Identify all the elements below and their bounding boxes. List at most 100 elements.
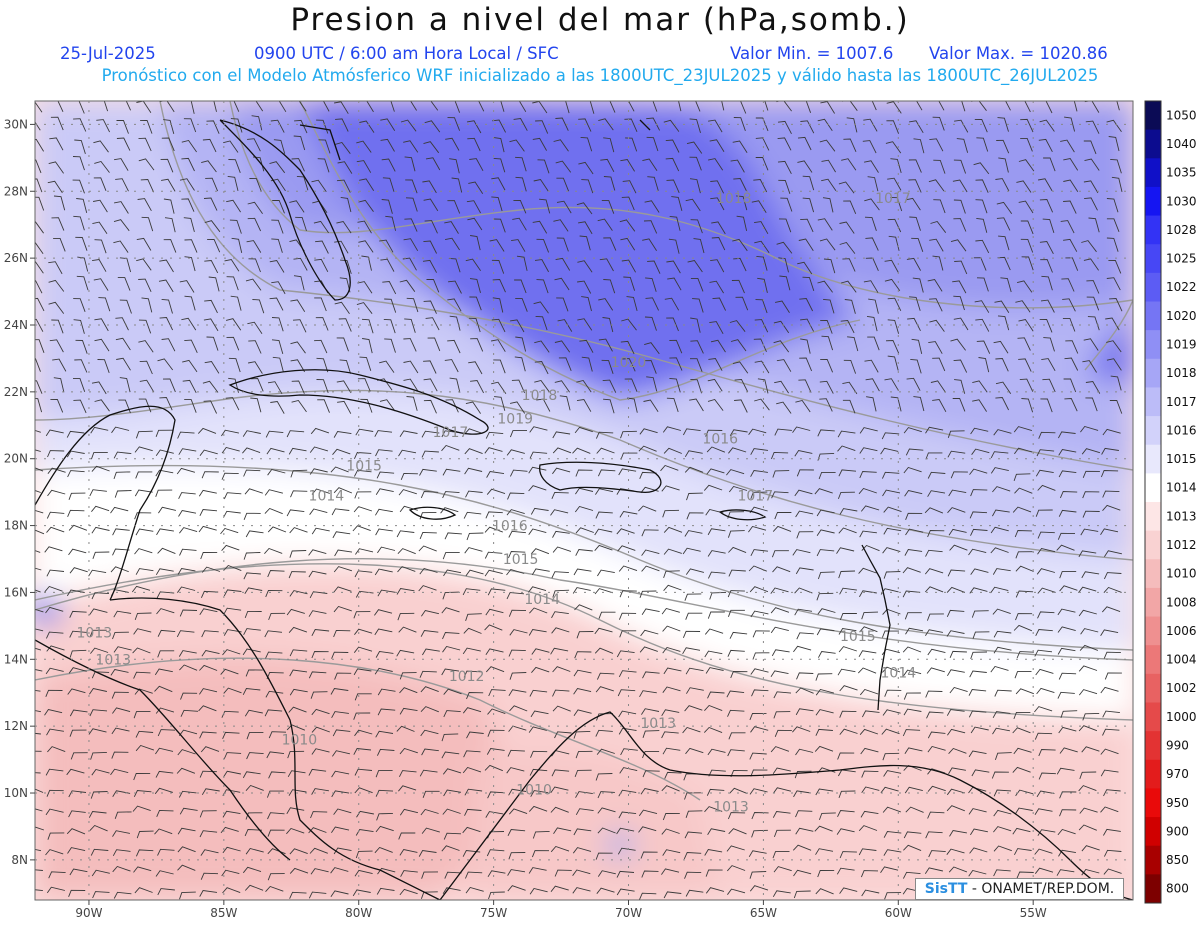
wind-barb	[441, 733, 459, 742]
wind-barb	[73, 215, 85, 231]
wind-barb	[641, 608, 660, 616]
wind-barb	[754, 360, 770, 374]
wind-barb	[1080, 425, 1099, 433]
wind-barb	[616, 528, 635, 535]
wind-barb	[94, 239, 107, 254]
wind-barb	[793, 890, 811, 899]
wind-barb	[912, 277, 924, 293]
wind-barb	[265, 430, 284, 438]
wind-barb	[859, 471, 877, 479]
wind-barb	[354, 628, 373, 635]
wind-barb	[178, 492, 196, 500]
colorbar-label: 800	[1166, 882, 1189, 896]
wind-barb	[842, 381, 858, 395]
wind-barb	[314, 258, 329, 273]
wind-barb	[620, 748, 638, 756]
wind-barb	[133, 866, 152, 873]
wind-barb	[795, 567, 814, 575]
wind-barb	[976, 277, 989, 292]
wind-barb	[134, 446, 153, 453]
wind-barb	[797, 160, 813, 173]
wind-barb	[948, 747, 967, 755]
wind-barb	[842, 258, 856, 272]
wind-barb	[689, 156, 702, 171]
wind-barb	[243, 552, 261, 560]
header-info: 25-Jul-2025 0900 UTC / 6:00 am Hora Loca…	[0, 44, 1200, 66]
wind-barb	[881, 630, 900, 638]
wind-barb	[707, 611, 725, 619]
wind-barb	[96, 119, 111, 133]
wind-barb	[682, 726, 701, 734]
wind-barb	[334, 240, 349, 254]
wind-barb	[294, 119, 308, 134]
wind-barb	[531, 568, 550, 576]
wind-barb	[423, 198, 439, 212]
wind-barb	[67, 470, 85, 478]
wind-barb	[998, 157, 1009, 173]
wind-barb	[905, 806, 924, 813]
wind-barb	[839, 887, 858, 894]
wind-barb	[729, 320, 746, 332]
wind-barb	[45, 631, 64, 639]
wind-barb	[639, 428, 658, 435]
wind-barb	[750, 668, 769, 675]
wind-barb	[908, 159, 922, 173]
wind-barb	[353, 712, 371, 720]
wind-barb	[272, 199, 285, 214]
colorbar-swatch	[1145, 244, 1161, 274]
wind-barb	[333, 586, 352, 593]
wind-barb	[421, 748, 439, 756]
wind-barb	[927, 811, 945, 819]
wind-barb	[442, 808, 461, 815]
contour-label: 1014	[880, 666, 916, 682]
wind-barb	[311, 708, 330, 716]
wind-barb	[780, 197, 793, 212]
wind-barb	[485, 666, 505, 673]
map-frame	[34, 100, 1134, 901]
wind-barb	[332, 531, 351, 539]
wind-barb	[426, 278, 440, 293]
wind-barb	[1084, 197, 1098, 211]
wind-barb	[1079, 807, 1098, 814]
wind-barb	[90, 647, 109, 654]
wind-barb	[858, 848, 877, 856]
wind-barb	[134, 489, 153, 497]
wind-barb	[1014, 487, 1033, 494]
wind-barb	[926, 667, 945, 674]
wind-barb	[486, 488, 506, 495]
wind-barb	[597, 469, 616, 477]
wind-barb	[308, 610, 327, 617]
wind-barb	[839, 221, 855, 234]
wind-barb	[35, 397, 43, 413]
wind-barb	[157, 629, 176, 637]
wind-barb	[336, 380, 352, 394]
wind-barb	[793, 869, 812, 877]
wind-barb	[795, 708, 814, 716]
wind-barb	[818, 812, 836, 821]
wind-barb	[222, 810, 241, 818]
wind-barb	[289, 200, 305, 213]
wind-barb	[953, 295, 965, 311]
wind-barb	[750, 610, 769, 618]
wind-barb	[487, 588, 506, 596]
wind-barb	[1110, 375, 1122, 391]
wind-barb	[617, 847, 636, 855]
wind-barb	[47, 180, 63, 194]
wind-barb	[267, 812, 285, 820]
wind-barb	[1035, 668, 1054, 676]
colorbar-swatch	[1145, 101, 1161, 131]
wind-barb	[690, 340, 704, 354]
wind-barb	[904, 786, 923, 794]
wind-barb	[1042, 378, 1056, 393]
wind-barb	[375, 508, 393, 516]
wind-barb	[422, 790, 440, 798]
wind-barb	[927, 648, 946, 656]
wind-barb	[184, 256, 196, 272]
wind-barb	[180, 709, 199, 717]
wind-barb	[441, 607, 460, 614]
wind-barb	[333, 487, 353, 494]
wind-barb	[840, 280, 857, 293]
contour-label: 1017	[737, 488, 773, 504]
wind-barb	[508, 649, 526, 657]
